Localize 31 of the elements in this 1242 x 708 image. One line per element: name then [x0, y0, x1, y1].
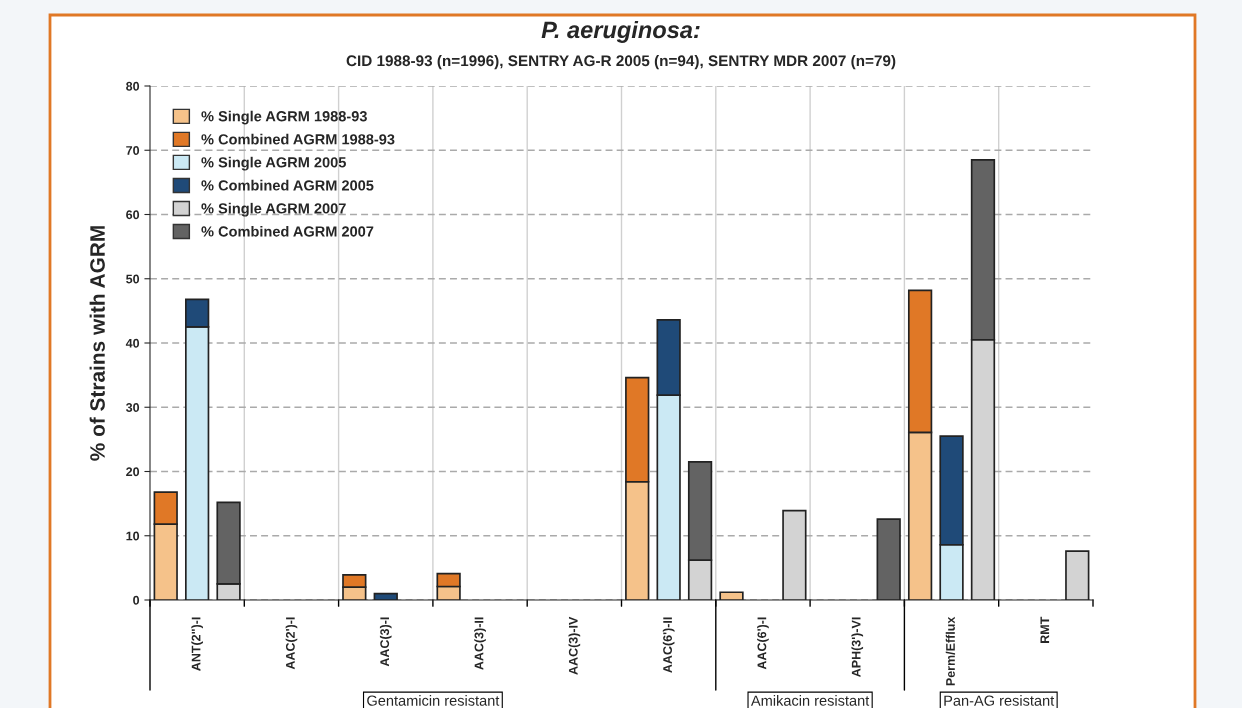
- legend-label: % Single AGRM 2005: [201, 156, 346, 171]
- legend-label: % Combined AGRM 1988-93: [201, 133, 395, 145]
- x-tick-label: AAC(6')-II: [662, 617, 675, 673]
- chart-title: P. aeruginosa:: [541, 20, 700, 43]
- y-tick-label: 40: [125, 338, 140, 348]
- x-tick-label: AAC(3)-II: [474, 617, 486, 670]
- y-tick-label: 50: [126, 274, 140, 284]
- legend-label: % Combined AGRM 2007: [201, 225, 374, 237]
- x-tick-label: AAC(6')-I: [757, 617, 769, 670]
- y-tick-label: 0: [133, 595, 140, 605]
- legend-label: % Combined AGRM 2005: [201, 179, 374, 191]
- text: Pan-AG resistant: [944, 695, 1055, 706]
- x-tick-label: RMT: [1040, 616, 1050, 643]
- x-tick-label: AAC(3)-IV: [568, 616, 581, 675]
- x-tick-label: APH(3')-VI: [851, 617, 864, 677]
- text: Gentamicin resistant: [367, 695, 500, 706]
- y-tick-label: 60: [126, 210, 140, 220]
- legend-label: % Single AGRM 1988-93: [201, 110, 367, 125]
- y-tick-label: 20: [126, 467, 140, 477]
- text: Amikacin resistant: [750, 695, 870, 706]
- y-tick-label: 30: [125, 403, 140, 412]
- x-tick-label: Perm/Efflux: [945, 616, 956, 686]
- y-tick-label: 70: [126, 146, 140, 155]
- x-tick-label: AAC(3)-I: [379, 617, 392, 667]
- x-tick-label: AAC(2')-I: [285, 617, 298, 670]
- y-axis-title: % of Strains with AGRM: [89, 226, 105, 461]
- chart-subtitle: CID 1988-93 (n=1996), SENTRY AG-R 2005 (n=94), SENTRY MDR 2007 (n=79): [346, 54, 896, 70]
- y-tick-label: 80: [126, 81, 140, 91]
- y-tick-label: 10: [126, 531, 140, 541]
- legend-label: % Single AGRM 2007: [201, 202, 346, 217]
- x-tick-label: ANT(2")-I: [191, 617, 203, 671]
